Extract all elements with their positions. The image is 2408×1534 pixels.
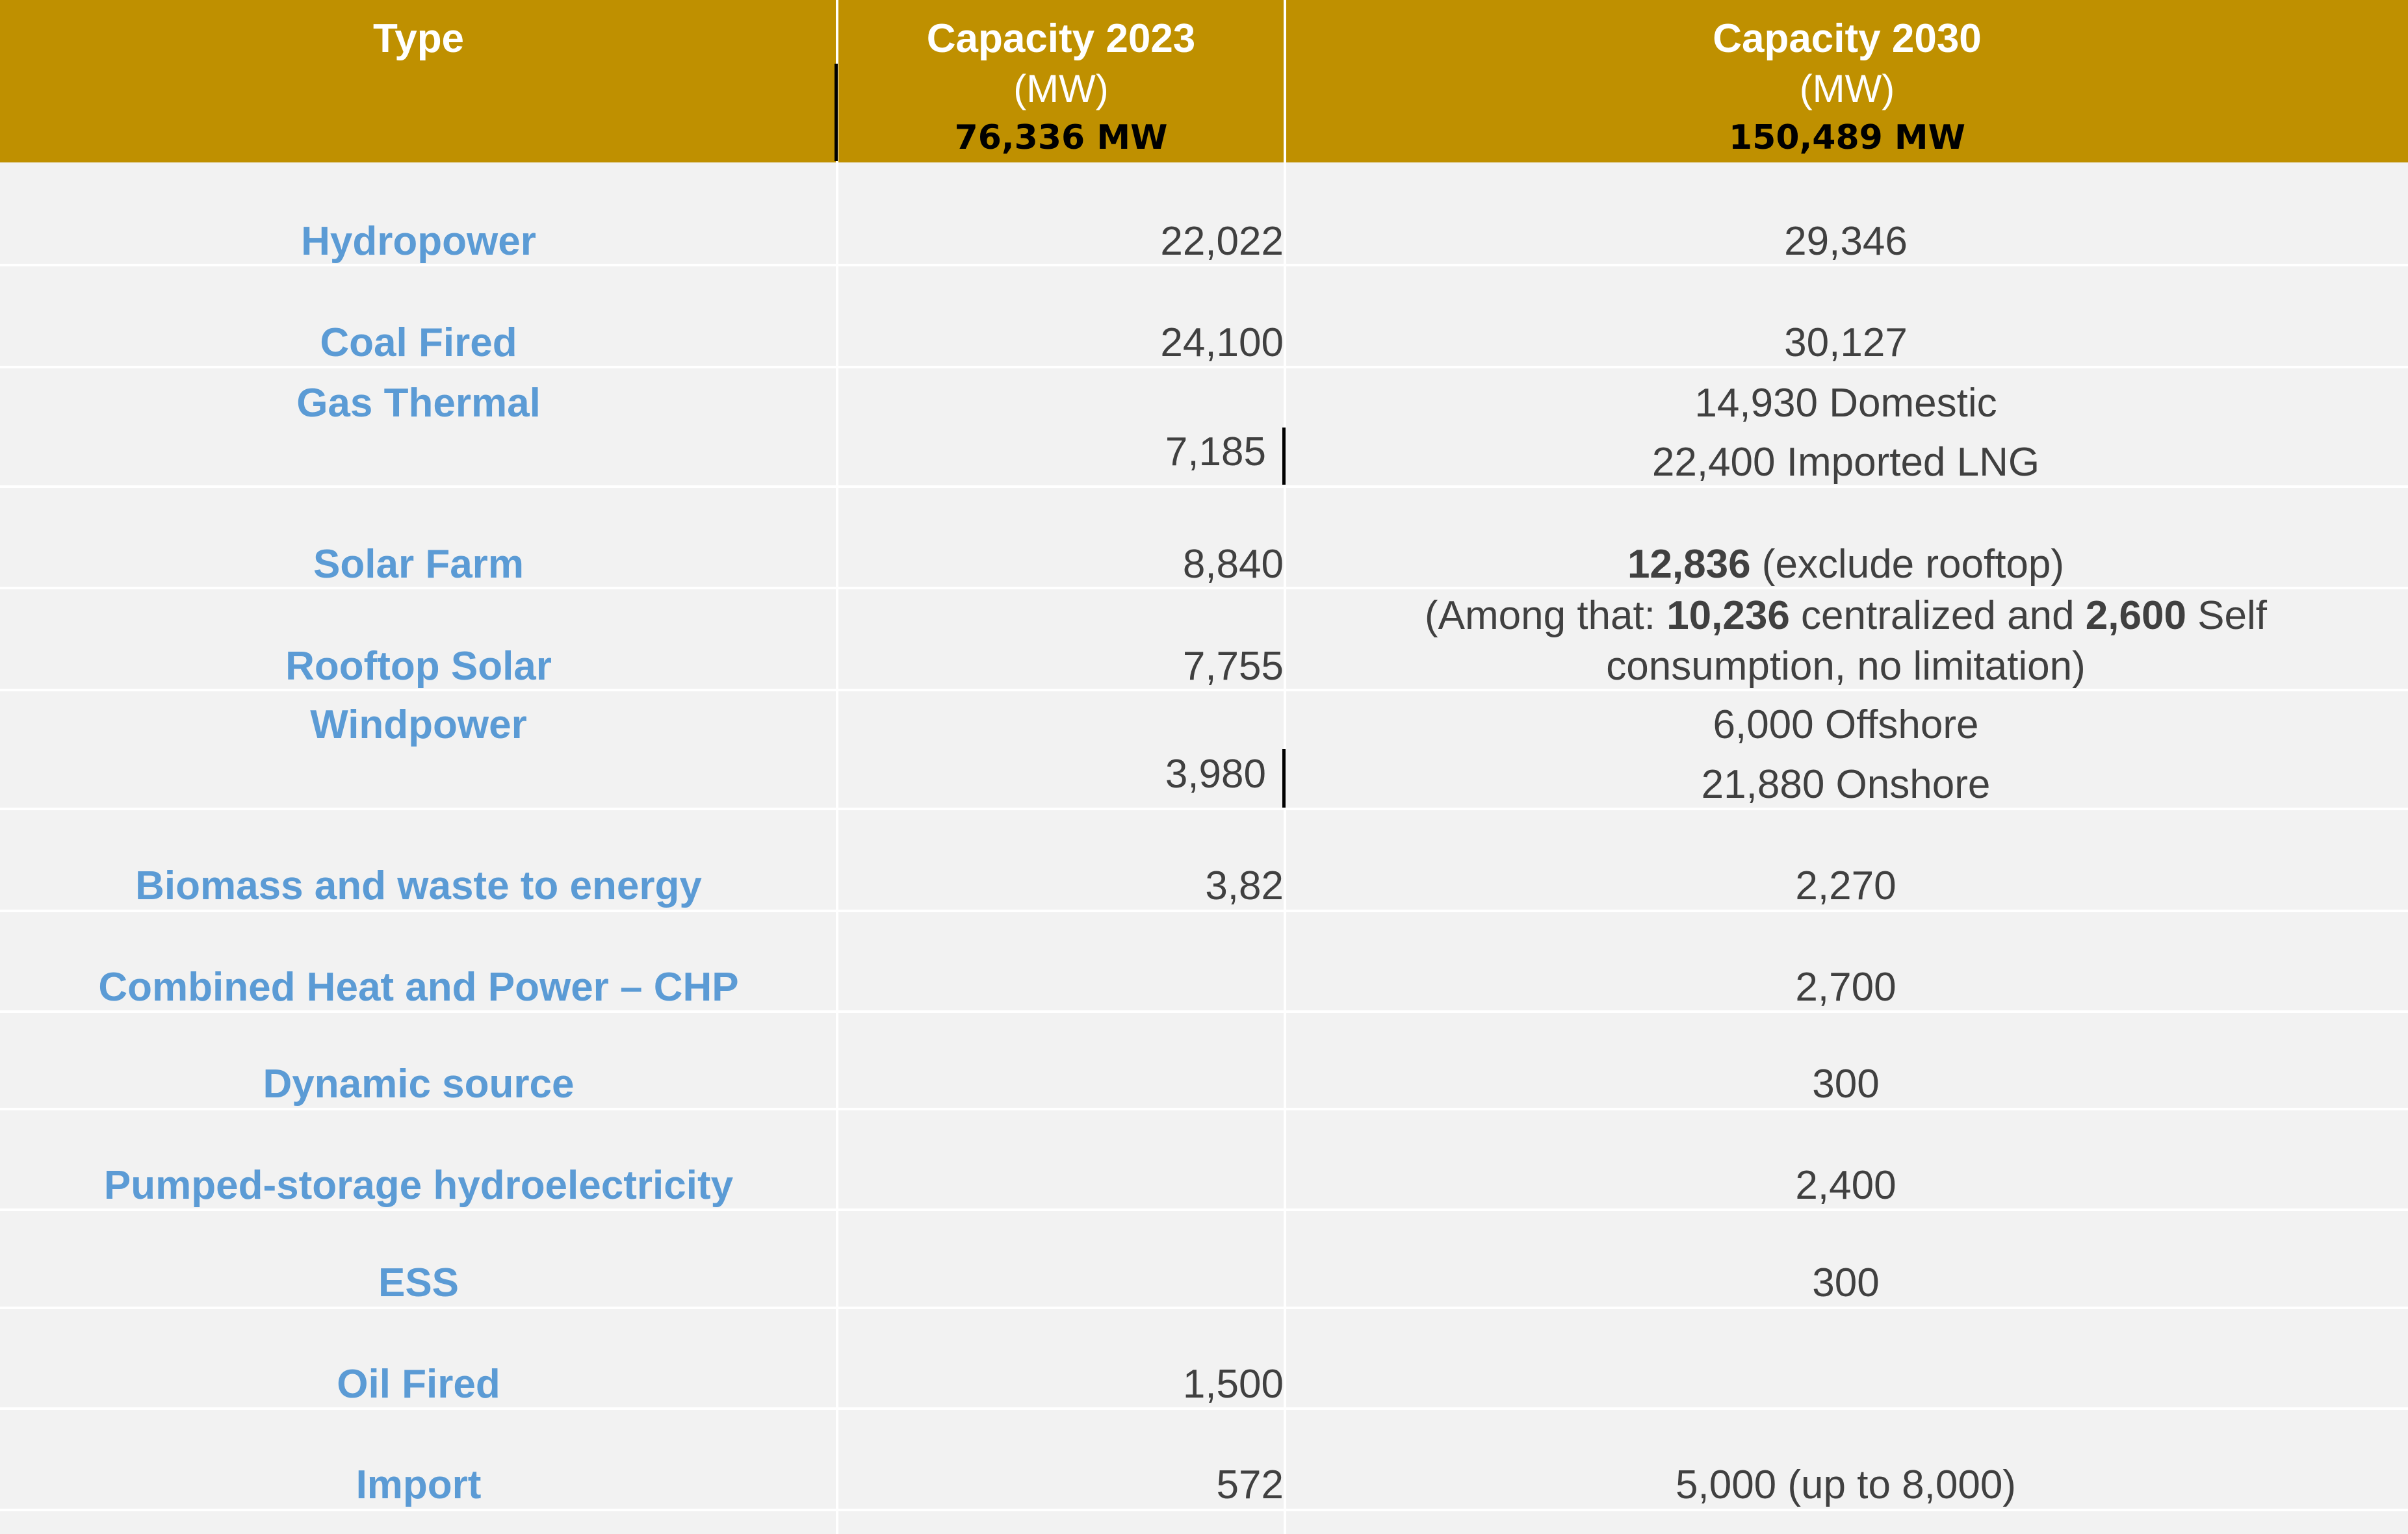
- row-value-2030: 300: [1812, 1062, 1880, 1106]
- column-divider-2: [1284, 162, 1286, 1534]
- row-type-ess: ESS: [378, 1260, 460, 1305]
- row-type-gas: Gas Thermal: [296, 381, 541, 426]
- table-header: Type Capacity 2023 (MW) 76,336 MW Capaci…: [0, 0, 2408, 162]
- column-divider-1: [836, 162, 838, 1534]
- header-2023-total: 76,336 MW: [954, 118, 1168, 157]
- row-value-2023: 3,82: [1205, 863, 1284, 908]
- row-value-2030-domestic: 14,930 Domestic: [1694, 381, 1997, 426]
- row-type-oil-fired: Oil Fired: [337, 1362, 500, 1407]
- row-separator: [0, 910, 2408, 912]
- row-value-2030: 300: [1812, 1260, 1880, 1305]
- row-type-windpower: Windpower: [310, 702, 527, 747]
- row-value-2030: 12,836 (exclude rooftop): [1284, 541, 2408, 587]
- row-type-chp: Combined Heat and Power – CHP: [98, 965, 739, 1010]
- solar-farm-2030-note: (exclude rooftop): [1750, 542, 2065, 587]
- row-value-2030-onshore: 21,880 Onshore: [1701, 762, 1991, 807]
- header-2023-unit: (MW): [1013, 67, 1109, 110]
- row-value-2030: 2,400: [1795, 1163, 1897, 1208]
- row-type-import: Import: [356, 1463, 482, 1507]
- solar-farm-2030-number: 12,836: [1627, 542, 1751, 587]
- row-value-2023: 3,980: [1165, 752, 1266, 797]
- note-suffix: Self: [2186, 593, 2267, 638]
- row-separator: [0, 264, 2408, 266]
- note-self-number: 2,600: [2085, 593, 2186, 638]
- row-separator: [0, 485, 2408, 488]
- row-value-2030-lng: 22,400 Imported LNG: [1651, 440, 2040, 485]
- row-type-rooftop-solar: Rooftop Solar: [285, 644, 552, 689]
- table-body: [0, 162, 2408, 1534]
- row-value-2030: 5,000 (up to 8,000): [1676, 1463, 2016, 1507]
- row-value-2030: 2,700: [1795, 965, 1897, 1010]
- row-separator: [0, 1307, 2408, 1309]
- row-value-2030: 30,127: [1784, 320, 1908, 365]
- header-type-cell: Type: [0, 0, 837, 162]
- row-type-coal: Coal Fired: [320, 320, 517, 365]
- row-value-2030-offshore: 6,000 Offshore: [1713, 702, 1979, 747]
- row-type-hydropower: Hydropower: [301, 219, 536, 264]
- header-2030-total: 150,489 MW: [1728, 118, 1966, 157]
- row-value-2030: 2,270: [1795, 863, 1897, 908]
- header-2030-cell: Capacity 2030 (MW) 150,489 MW: [1286, 0, 2408, 162]
- cell-divider-tick: [1282, 749, 1286, 808]
- row-type-pumped-storage: Pumped-storage hydroelectricity: [103, 1163, 734, 1208]
- row-value-2023: 22,022: [1160, 219, 1284, 264]
- row-value-2023: 1,500: [1182, 1362, 1284, 1407]
- header-2023-cell: Capacity 2023 (MW) 76,336 MW: [838, 0, 1284, 162]
- row-separator: [0, 1010, 2408, 1013]
- rooftop-note-line2: consumption, no limitation): [1606, 644, 2086, 689]
- rooftop-note-line1: (Among that: 10,236 centralized and 2,60…: [1284, 593, 2408, 639]
- header-2030-unit: (MW): [1799, 67, 1895, 110]
- row-separator: [0, 366, 2408, 368]
- note-centralized-number: 10,236: [1666, 593, 1790, 638]
- row-separator: [0, 587, 2408, 589]
- row-separator: [0, 689, 2408, 691]
- row-separator: [0, 1208, 2408, 1211]
- header-divider-2: [1284, 0, 1286, 162]
- header-type-label: Type: [372, 16, 465, 61]
- row-separator: [0, 1407, 2408, 1410]
- header-black-divider: [835, 64, 838, 161]
- header-2030-title: Capacity 2030: [1713, 16, 1982, 61]
- row-separator: [0, 1509, 2408, 1511]
- row-value-2023: 8,840: [1182, 542, 1284, 587]
- row-value-2023: 7,755: [1182, 644, 1284, 689]
- row-type-biomass: Biomass and waste to energy: [135, 863, 702, 908]
- row-value-2030: 29,346: [1784, 219, 1908, 264]
- row-value-2023: 572: [1216, 1463, 1284, 1507]
- row-type-dynamic-source: Dynamic source: [263, 1062, 575, 1106]
- row-type-solar-farm: Solar Farm: [313, 542, 524, 587]
- note-mid: centralized and: [1789, 593, 2086, 638]
- note-prefix: (Among that:: [1425, 593, 1667, 638]
- row-separator: [0, 808, 2408, 810]
- header-2023-title: Capacity 2023: [926, 16, 1196, 61]
- cell-divider-tick: [1282, 428, 1286, 485]
- row-value-2023: 7,185: [1165, 429, 1266, 474]
- row-value-2023: 24,100: [1160, 320, 1284, 365]
- row-separator: [0, 1108, 2408, 1110]
